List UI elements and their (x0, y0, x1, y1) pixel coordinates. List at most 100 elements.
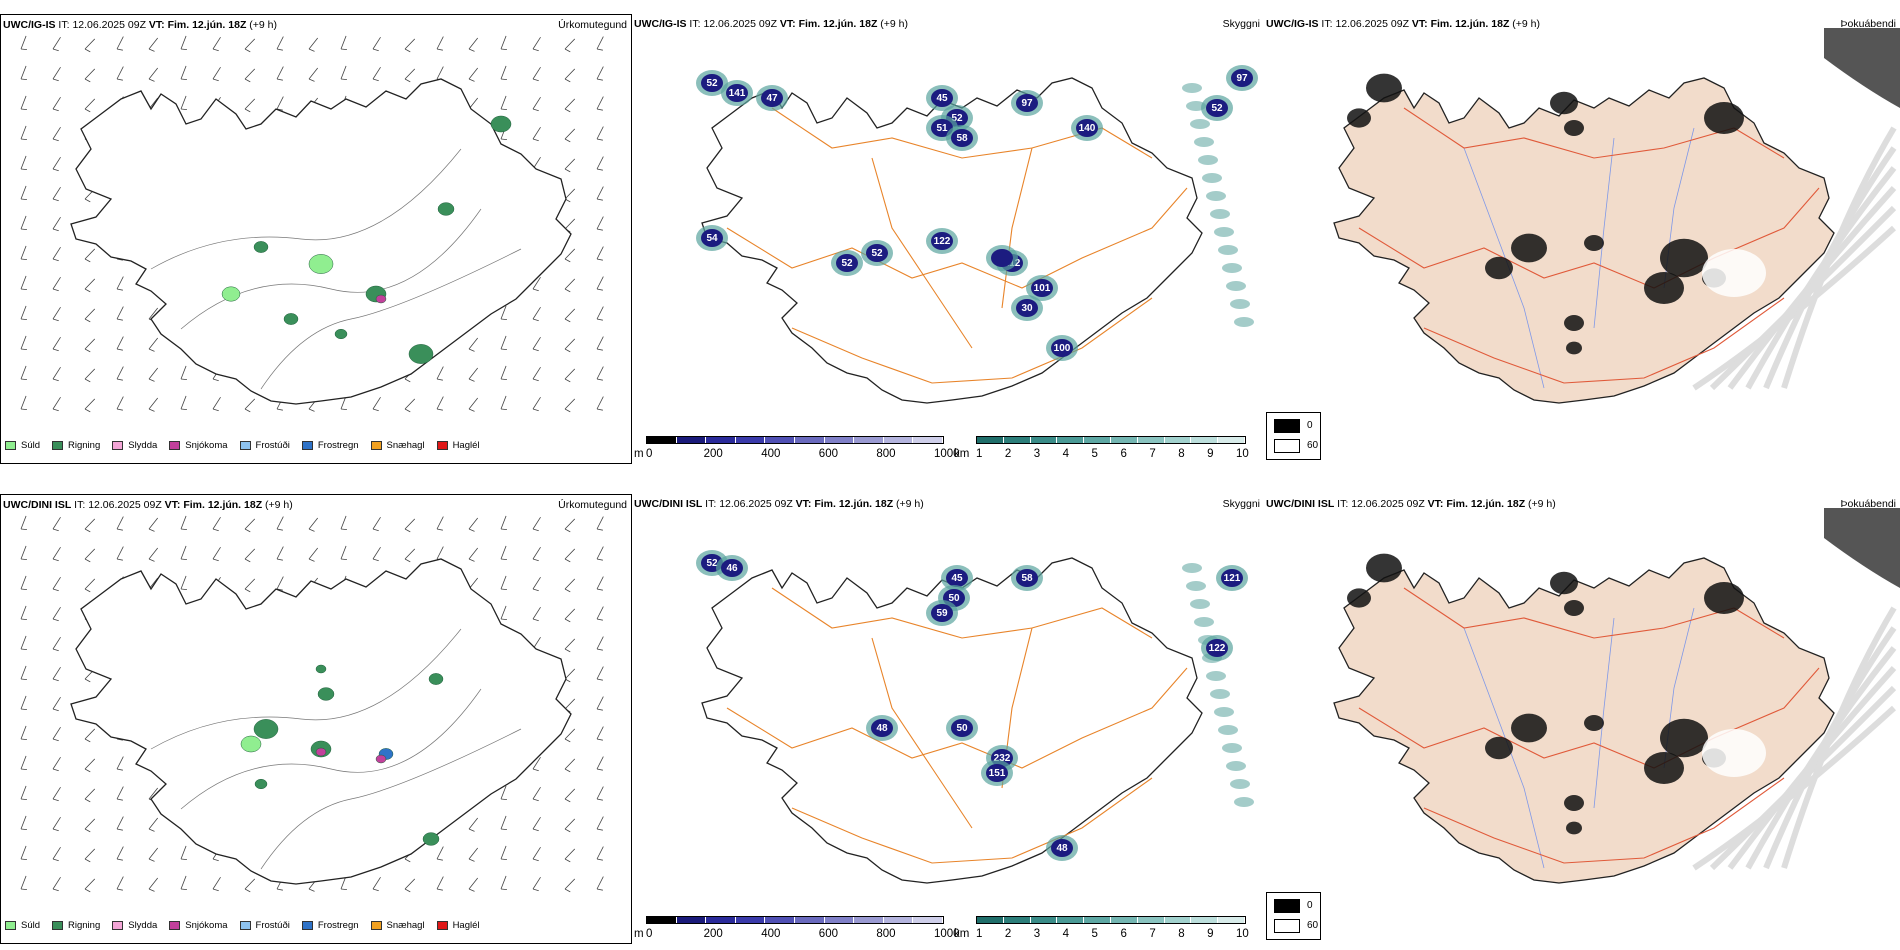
legend-label: Haglél (452, 440, 480, 451)
colorbar-step (647, 917, 677, 923)
legend-swatch (52, 441, 64, 450)
visibility-panel-row1: UWC/IG-IS IT: 12.06.2025 09Z VT: Fim. 12… (632, 14, 1264, 464)
precip-map (20, 35, 604, 413)
cloud-label: 141 (729, 88, 746, 99)
cloud-label: 47 (766, 93, 778, 104)
cloud-cell: 45 (926, 85, 958, 111)
colorbar-tick: 1000 (934, 928, 960, 940)
colorbar-m (646, 436, 944, 444)
legend-swatch (112, 441, 124, 450)
cloud-cell: 122 (1201, 635, 1233, 661)
cloud-label: 121 (1224, 573, 1241, 584)
colorbar-km (976, 436, 1246, 444)
legend-label: Súld (21, 440, 41, 451)
panel-title: Þokuábendi (1840, 498, 1896, 510)
cloud-label: 52 (841, 258, 853, 269)
colorbar-step (913, 437, 943, 443)
colorbar-tick: 6 (1120, 928, 1127, 940)
colorbar-tick: 0 (646, 928, 653, 940)
legend-item: Súld (5, 920, 40, 931)
cloud-label: 59 (936, 608, 948, 619)
fog-legend-label: 0 (1307, 900, 1313, 911)
legend-label: Frostregn (317, 440, 359, 451)
colorbar-tick: 10 (1236, 928, 1249, 940)
colorbar-unit: km (954, 928, 970, 940)
colorbar-step (1030, 437, 1058, 443)
visibility-map: 5214147455251589714097525452521222121013… (696, 65, 1258, 404)
cloud-label: 100 (1054, 343, 1071, 354)
visibility-colorbar: m 0 200 400 600 800 1000 km 1 2 3 4 5 6 7 8 9 10 (634, 436, 1254, 464)
colorbar-step (735, 437, 766, 443)
cloud-label: 54 (706, 233, 718, 244)
legend-item: Snjókoma (169, 920, 228, 931)
cloud-label: 48 (1056, 843, 1068, 854)
colorbar-step (676, 917, 707, 923)
legend-swatch (370, 441, 382, 450)
fog-legend: 0 60 (1266, 892, 1321, 940)
colorbar-tick: 4 (1062, 448, 1070, 460)
legend-label: Haglél (452, 920, 480, 931)
legend-item: Súld (5, 440, 40, 451)
legend-swatch (5, 921, 16, 930)
legend-item: Snjókoma (169, 440, 228, 451)
colorbar-step (1218, 437, 1245, 443)
colorbar-unit: m (634, 448, 644, 460)
legend-label: Frostúði (255, 920, 290, 931)
colorbar-tick: 7 (1149, 448, 1156, 460)
colorbar-tick: 1 (976, 448, 983, 460)
colorbar-km (976, 916, 1246, 924)
cloud-label: 45 (936, 93, 948, 104)
colorbar-tick: 4 (1062, 928, 1070, 940)
cloud-label: 46 (726, 563, 738, 574)
cloud-cell: 54 (696, 225, 728, 251)
cloud-cell: 45 (941, 565, 973, 591)
cloud-cell: 52 (861, 240, 893, 266)
cloud-label: 151 (989, 768, 1006, 779)
cloud-cell: 151 (981, 760, 1013, 786)
legend-swatch (169, 921, 181, 930)
cloud-label: 52 (706, 558, 718, 569)
cloud-label: 97 (1021, 98, 1033, 109)
fog-legend-swatch (1274, 419, 1300, 433)
legend-label: Snjókoma (185, 920, 228, 931)
colorbar-step (765, 917, 795, 923)
visibility-panel-row2: UWC/DINI ISL IT: 12.06.2025 09Z VT: Fim.… (632, 494, 1264, 944)
legend-swatch (169, 441, 181, 450)
legend-swatch (52, 921, 64, 930)
colorbar-step (676, 437, 707, 443)
fog-legend-swatch (1274, 899, 1300, 913)
colorbar-tick: 9 (1207, 928, 1214, 940)
colorbar-tick: 5 (1091, 928, 1098, 940)
cloud-cell: 101 (1026, 275, 1058, 301)
legend-item: Rigning (52, 440, 100, 451)
cloud-label: 52 (1211, 103, 1223, 114)
colorbar-step (1057, 437, 1085, 443)
fog-panel-row2: UWC/DINI ISL IT: 12.06.2025 09Z VT: Fim.… (1264, 494, 1900, 944)
legend-swatch (239, 921, 251, 930)
panel-header: UWC/DINI ISL IT: 12.06.2025 09Z VT: Fim.… (634, 498, 924, 510)
precip-panel-row1: UWC/IG-IS IT: 12.06.2025 09Z VT: Fim. 12… (0, 14, 632, 464)
colorbar-step (1191, 437, 1219, 443)
cloud-cell: 141 (721, 80, 753, 106)
colorbar-step (794, 917, 825, 923)
colorbar-step (1191, 917, 1219, 923)
colorbar-tick: 8 (1178, 448, 1185, 460)
colorbar-step (977, 917, 1004, 923)
legend-item: Frostúði (239, 920, 290, 931)
cloud-cell: 121 (1216, 565, 1248, 591)
legend-label: Slydda (128, 440, 158, 451)
cloud-cell: 48 (866, 715, 898, 741)
colorbar-step (854, 437, 884, 443)
precip-legend: Súld Rigning Slydda Snjókoma Frostúði Frostre… (5, 920, 492, 931)
colorbar-tick: 7 (1149, 928, 1156, 940)
legend-swatch (239, 441, 251, 450)
cloud-cell: 58 (1011, 565, 1043, 591)
panel-title: Skyggni (1222, 498, 1260, 510)
legend-item: Frostregn (301, 440, 359, 451)
colorbar-step (1084, 917, 1111, 923)
legend-item: Slydda (112, 440, 157, 451)
colorbar-step (1137, 917, 1165, 923)
colorbar-tick: 5 (1091, 448, 1098, 460)
colorbar-tick: 600 (818, 928, 838, 940)
